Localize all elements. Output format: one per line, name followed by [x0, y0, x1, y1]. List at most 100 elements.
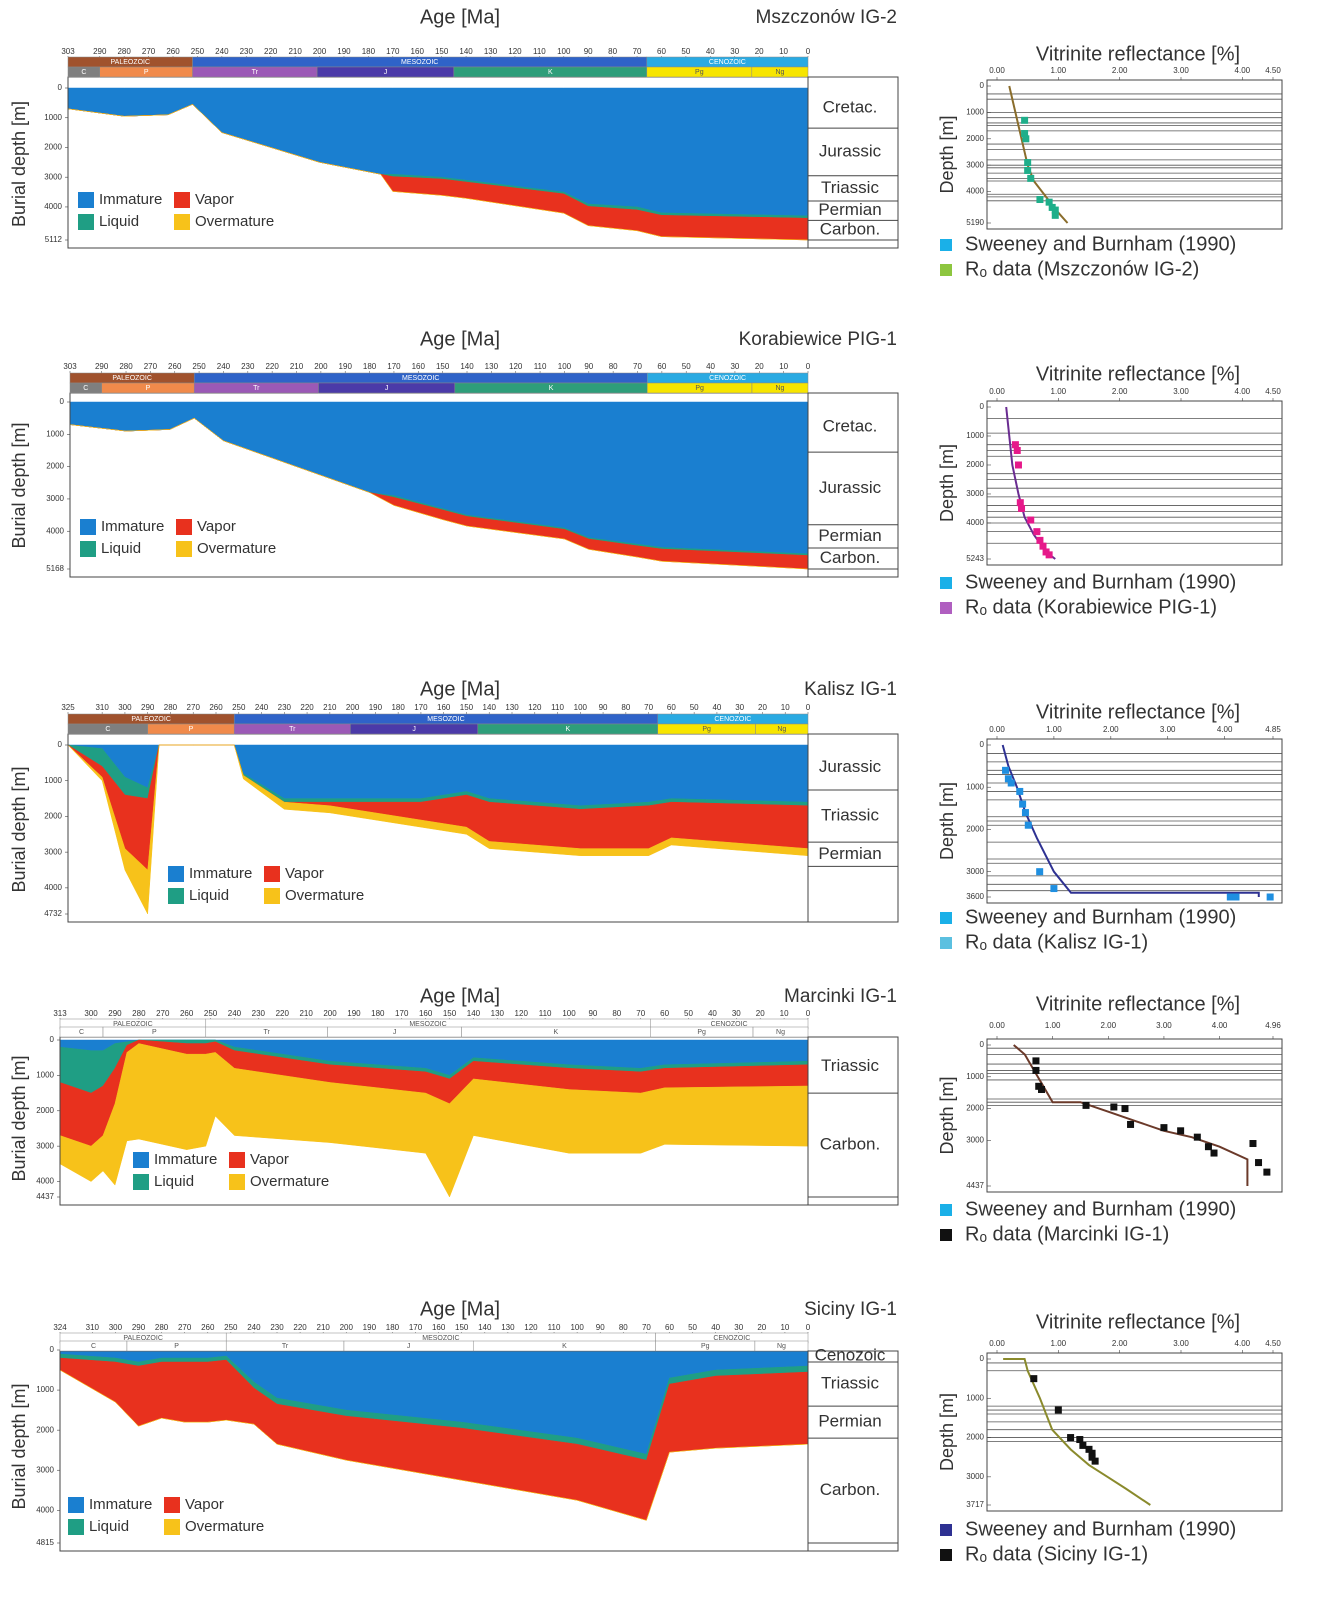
well-name: Korabiewice PIG-1	[739, 329, 897, 350]
y-tick-label: 0	[980, 402, 985, 411]
x-tick-label: 90	[599, 703, 608, 712]
y-axis-label: Depth [m]	[937, 444, 957, 522]
x-tick-label: 4.00	[1212, 1021, 1228, 1030]
legend-label: Liquid	[101, 540, 141, 557]
y-tick-label: 2000	[966, 1104, 984, 1113]
x-tick-label: 80	[619, 1323, 628, 1332]
y-tick-label: 2000	[966, 134, 984, 143]
y-tick-label: 4732	[44, 909, 62, 918]
x-tick-label: 190	[337, 47, 351, 56]
x-tick-label: 0.00	[989, 1021, 1005, 1030]
x-tick-label: 260	[168, 362, 182, 371]
period-label: Tr	[253, 385, 260, 392]
x-tick-label: 70	[642, 1323, 651, 1332]
y-tick-label: 0	[980, 81, 985, 90]
model-curve	[1003, 1358, 1151, 1506]
legend-swatch	[164, 1497, 180, 1513]
x-tick-label: 140	[459, 47, 473, 56]
x-tick-label: 0.00	[989, 1339, 1005, 1348]
x-tick-label: 280	[119, 362, 133, 371]
period-label: J	[385, 385, 389, 392]
y-tick-label: 1000	[36, 1385, 54, 1394]
x-tick-label: 250	[224, 1323, 238, 1332]
x-tick-label: 200	[323, 1009, 337, 1018]
x-tick-label: 250	[192, 362, 206, 371]
legend-label: Overmature	[285, 887, 364, 904]
x-tick-label: 100	[570, 1323, 584, 1332]
data-point	[1085, 1445, 1093, 1453]
x-tick-label: 324	[53, 1323, 67, 1332]
y-axis-label: Burial depth [m]	[9, 422, 29, 548]
x-tick-label: 30	[732, 1009, 741, 1018]
x-tick-label: 4.50	[1265, 387, 1281, 396]
x-tick-label: 10	[779, 362, 788, 371]
period-label: P	[189, 726, 194, 733]
y-tick-label: 2000	[36, 1106, 54, 1115]
era-label: PALEOZOIC	[112, 375, 152, 382]
x-tick-label: 70	[636, 1009, 645, 1018]
x-tick-label: 230	[252, 1009, 266, 1018]
x-tick-label: 20	[756, 1009, 765, 1018]
data-point	[1032, 1066, 1040, 1074]
x-tick-label: 0	[806, 47, 811, 56]
x-tick-label: 100	[558, 362, 572, 371]
y-tick-label: 3600	[966, 892, 984, 901]
y-tick-label: 0	[58, 740, 63, 749]
data-point	[1016, 787, 1024, 795]
x-tick-label: 220	[265, 362, 279, 371]
data-point	[1067, 1434, 1075, 1442]
x-tick-label: 150	[443, 1009, 457, 1018]
x-tick-label: 110	[548, 1323, 561, 1332]
period-bar	[752, 1026, 809, 1038]
x-tick-label: 260	[209, 703, 223, 712]
data-point	[1255, 1159, 1263, 1167]
legend-swatch	[940, 1204, 952, 1216]
x-tick-label: 180	[363, 362, 377, 371]
data-point	[1091, 1457, 1099, 1465]
x-tick-label: 170	[409, 1323, 423, 1332]
legend-swatch	[78, 192, 94, 208]
x-tick-label: 190	[347, 1009, 361, 1018]
x-tick-label: 4.85	[1265, 725, 1281, 734]
data-point	[1036, 536, 1044, 544]
x-tick-label: 170	[395, 1009, 409, 1018]
legend-label: Rₒ data (Kalisz IG-1)	[965, 931, 1148, 953]
well-name: Marcinki IG-1	[784, 986, 897, 1007]
x-tick-label: 60	[660, 1009, 669, 1018]
x-tick-label: 260	[180, 1009, 194, 1018]
x-tick-label: 80	[612, 1009, 621, 1018]
x-tick-label: 2.00	[1112, 1339, 1128, 1348]
y-tick-label: 0	[50, 1035, 55, 1044]
data-point	[1030, 1375, 1038, 1383]
x-tick-label: 3.00	[1173, 66, 1189, 75]
data-point	[1014, 461, 1022, 469]
x-tick-label: 1.00	[1045, 1021, 1061, 1030]
chart-title: Vitrinite reflectance [%]	[1036, 701, 1240, 723]
data-point	[1054, 1406, 1062, 1414]
x-tick-label: 0	[806, 362, 811, 371]
y-tick-label: 0	[980, 740, 985, 749]
x-tick-label: 150	[455, 1323, 469, 1332]
well-name: Siciny IG-1	[804, 1299, 897, 1320]
y-tick-label: 3000	[966, 160, 984, 169]
period-label: J	[412, 726, 416, 733]
legend-swatch	[78, 214, 94, 230]
chart-title: Age [Ma]	[420, 1298, 500, 1320]
x-tick-label: 4.00	[1235, 1339, 1251, 1348]
well-name: Kalisz IG-1	[804, 679, 897, 700]
period-label: Pg	[697, 1029, 706, 1036]
x-tick-label: 3.00	[1173, 1339, 1189, 1348]
data-point	[1004, 775, 1012, 783]
data-point	[1045, 551, 1053, 559]
plot-frame	[986, 1038, 1283, 1193]
legend-swatch	[168, 866, 184, 882]
formation-column	[807, 76, 899, 249]
x-tick-label: 130	[505, 703, 519, 712]
x-tick-label: 170	[414, 703, 428, 712]
x-tick-label: 303	[63, 362, 77, 371]
x-tick-label: 210	[299, 1009, 313, 1018]
period-label: Tr	[289, 726, 296, 733]
era-label: MESOZOIC	[409, 1021, 446, 1028]
x-tick-label: 0.00	[989, 725, 1005, 734]
